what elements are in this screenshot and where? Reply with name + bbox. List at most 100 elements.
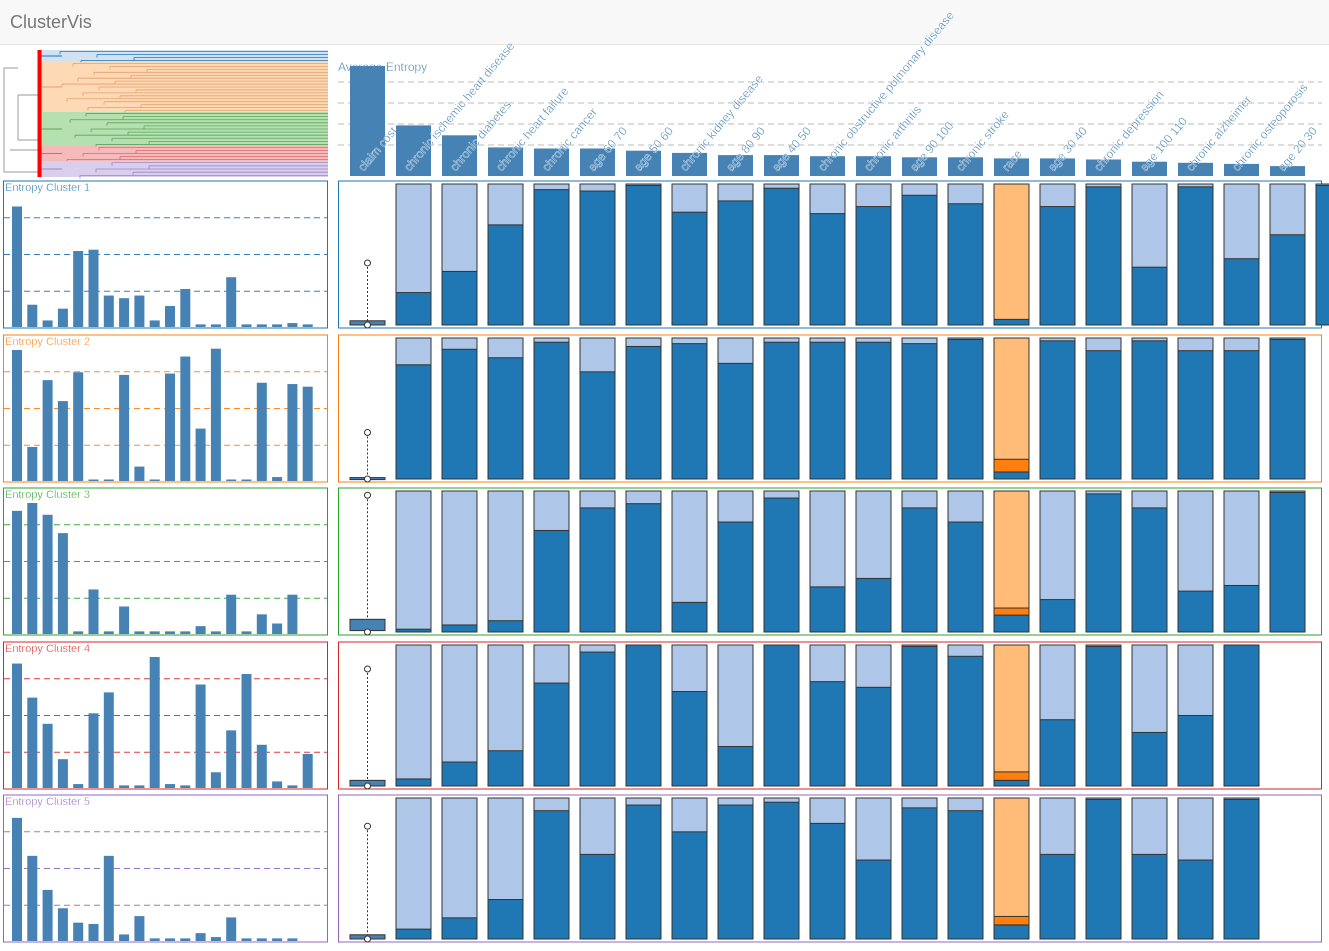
distribution-bar-value[interactable] bbox=[717, 804, 754, 940]
entropy-bar[interactable] bbox=[134, 631, 145, 634]
entropy-bar[interactable] bbox=[42, 723, 53, 788]
distribution-bar-value[interactable] bbox=[1039, 719, 1076, 787]
entropy-bar[interactable] bbox=[195, 626, 206, 634]
distribution-bar-value[interactable] bbox=[763, 187, 800, 326]
distribution-bar-value[interactable] bbox=[1131, 731, 1168, 787]
entropy-bar[interactable] bbox=[256, 382, 267, 481]
entropy-bar[interactable] bbox=[134, 785, 145, 788]
cluster-label[interactable]: Entropy Cluster 4 bbox=[5, 643, 90, 655]
entropy-bar[interactable] bbox=[180, 289, 191, 327]
entropy-bar[interactable] bbox=[12, 206, 22, 327]
distribution-bar-value[interactable] bbox=[533, 189, 570, 326]
entropy-bar[interactable] bbox=[12, 510, 22, 634]
entropy-bar[interactable] bbox=[27, 304, 38, 327]
entropy-bar[interactable] bbox=[287, 785, 298, 788]
distribution-bar-value[interactable] bbox=[763, 341, 800, 480]
dendrogram[interactable] bbox=[3, 50, 328, 179]
claim-outlier[interactable] bbox=[364, 475, 371, 483]
dendrogram-cut-line[interactable] bbox=[37, 50, 42, 177]
entropy-bar[interactable] bbox=[57, 533, 68, 634]
distribution-bar-value[interactable] bbox=[1085, 798, 1122, 940]
distribution-bar-value[interactable] bbox=[1315, 184, 1329, 326]
cluster-label[interactable]: Entropy Cluster 2 bbox=[5, 336, 90, 348]
distribution-bar-value[interactable] bbox=[579, 371, 616, 480]
average-entropy-bar[interactable] bbox=[396, 125, 431, 176]
average-entropy-bar[interactable] bbox=[350, 66, 385, 176]
average-entropy-bar[interactable] bbox=[626, 150, 661, 176]
distribution-bar-value[interactable] bbox=[533, 529, 570, 633]
claim-outlier[interactable] bbox=[364, 321, 371, 329]
entropy-bar[interactable] bbox=[210, 631, 221, 634]
entropy-bar[interactable] bbox=[165, 373, 175, 481]
average-entropy-bar[interactable] bbox=[1224, 163, 1259, 176]
distribution-bar-value[interactable] bbox=[395, 928, 432, 940]
average-entropy-bar[interactable] bbox=[1040, 158, 1075, 176]
entropy-bar[interactable] bbox=[119, 374, 130, 481]
entropy-bar[interactable] bbox=[57, 908, 68, 941]
claim-outlier[interactable] bbox=[364, 628, 371, 636]
entropy-bar[interactable] bbox=[88, 479, 99, 482]
entropy-bar[interactable] bbox=[226, 594, 237, 634]
distribution-bar-value[interactable] bbox=[1269, 491, 1306, 633]
entropy-bar[interactable] bbox=[165, 784, 175, 788]
entropy-bar[interactable] bbox=[302, 386, 313, 481]
distribution-bar-value[interactable] bbox=[809, 213, 846, 326]
distribution-bar-value[interactable] bbox=[1039, 599, 1076, 633]
distribution-bar-value[interactable] bbox=[1131, 507, 1168, 633]
entropy-bar[interactable] bbox=[272, 781, 283, 788]
distribution-bar-value[interactable] bbox=[1177, 590, 1214, 633]
entropy-bar[interactable] bbox=[42, 320, 53, 327]
distribution-bar-value[interactable] bbox=[1269, 338, 1306, 480]
distribution-bar-value[interactable] bbox=[763, 801, 800, 940]
distribution-bar-value[interactable] bbox=[1177, 859, 1214, 940]
entropy-bar[interactable] bbox=[226, 917, 237, 941]
entropy-bar[interactable] bbox=[272, 623, 283, 634]
entropy-bar[interactable] bbox=[149, 320, 160, 327]
dendrogram-cluster-band[interactable] bbox=[40, 50, 328, 62]
entropy-bar[interactable] bbox=[42, 514, 53, 634]
entropy-bar[interactable] bbox=[27, 503, 38, 634]
distribution-bar-value[interactable] bbox=[671, 831, 708, 940]
distribution-bar-bg[interactable] bbox=[395, 490, 432, 633]
distribution-bar-value[interactable] bbox=[441, 917, 478, 940]
race-bar[interactable] bbox=[993, 644, 1030, 787]
distribution-bar-value[interactable] bbox=[579, 190, 616, 326]
distribution-bar-value[interactable] bbox=[1085, 645, 1122, 787]
average-entropy-bar[interactable] bbox=[488, 147, 523, 176]
entropy-bar[interactable] bbox=[149, 631, 160, 634]
average-entropy-bar[interactable] bbox=[902, 157, 937, 176]
distribution-bar-value[interactable] bbox=[947, 655, 984, 787]
entropy-bar[interactable] bbox=[256, 938, 267, 941]
distribution-bar-value[interactable] bbox=[441, 348, 478, 480]
distribution-bar-value[interactable] bbox=[947, 203, 984, 326]
entropy-bar[interactable] bbox=[287, 594, 298, 634]
entropy-bar[interactable] bbox=[88, 249, 99, 327]
entropy-bar[interactable] bbox=[42, 380, 53, 481]
entropy-bar[interactable] bbox=[195, 324, 206, 327]
distribution-bar-value[interactable] bbox=[1223, 350, 1260, 480]
distribution-bar-value[interactable] bbox=[901, 194, 938, 326]
distribution-bar-value[interactable] bbox=[947, 521, 984, 633]
distribution-bar-value[interactable] bbox=[763, 497, 800, 633]
entropy-bar[interactable] bbox=[241, 938, 252, 941]
distribution-bar-value[interactable] bbox=[579, 651, 616, 787]
entropy-bar[interactable] bbox=[226, 479, 237, 482]
race-segment[interactable] bbox=[993, 614, 1030, 633]
distribution-bar-value[interactable] bbox=[441, 624, 478, 633]
average-entropy-bar[interactable] bbox=[994, 158, 1029, 176]
cluster-label[interactable]: Entropy Cluster 5 bbox=[5, 796, 90, 808]
race-bar[interactable] bbox=[993, 183, 1030, 326]
distribution-bar-value[interactable] bbox=[1085, 350, 1122, 480]
entropy-bar[interactable] bbox=[165, 306, 175, 327]
entropy-bar[interactable] bbox=[210, 324, 221, 327]
race-segment[interactable] bbox=[993, 318, 1030, 326]
distribution-bar-value[interactable] bbox=[901, 507, 938, 633]
entropy-bar[interactable] bbox=[165, 938, 175, 941]
race-segment[interactable] bbox=[993, 471, 1030, 480]
entropy-bar[interactable] bbox=[287, 938, 298, 941]
distribution-bar-value[interactable] bbox=[763, 644, 800, 787]
distribution-bar-value[interactable] bbox=[1177, 350, 1214, 480]
distribution-bar-value[interactable] bbox=[395, 628, 432, 633]
distribution-bar-value[interactable] bbox=[1131, 340, 1168, 480]
distribution-bar-value[interactable] bbox=[1039, 206, 1076, 326]
